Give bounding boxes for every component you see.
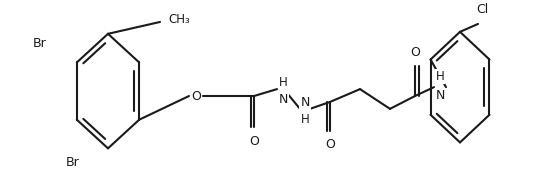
Text: O: O (249, 134, 259, 147)
Text: N: N (278, 93, 288, 106)
Text: H: H (279, 76, 287, 89)
Text: H: H (436, 70, 444, 83)
Text: O: O (325, 139, 335, 152)
Text: O: O (410, 46, 420, 58)
Text: N: N (435, 89, 445, 102)
Text: Br: Br (66, 156, 80, 169)
Text: CH₃: CH₃ (168, 12, 190, 26)
Text: Br: Br (33, 37, 47, 50)
Text: O: O (191, 90, 201, 103)
Text: Cl: Cl (476, 3, 488, 16)
Text: H: H (301, 113, 309, 126)
Text: N: N (300, 96, 310, 109)
